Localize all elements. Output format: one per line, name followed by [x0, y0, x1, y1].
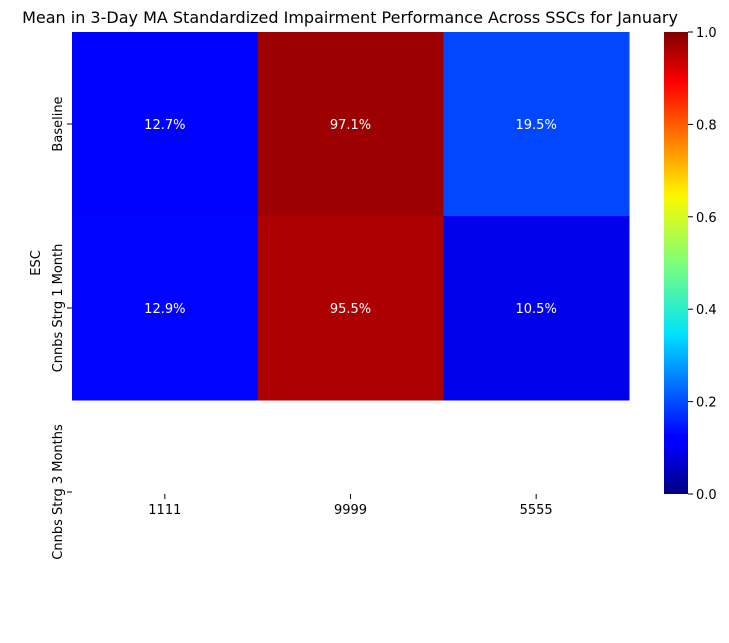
colorbar-tick-label: 0.6: [696, 211, 717, 226]
cell-value-label: 10.5%: [516, 302, 557, 317]
cell-value-label: 97.1%: [330, 118, 371, 133]
y-tick-label: Baseline: [51, 96, 66, 151]
colorbar-gradient: [664, 32, 688, 494]
cell-value-label: 95.5%: [330, 302, 371, 317]
colorbar-tick-label: 0.0: [696, 488, 717, 503]
heatmap-cell: [257, 32, 444, 217]
cell-value-label: 12.9%: [144, 302, 185, 317]
y-axis: Baseline Cnnbs Strg 1 Month Cnnbs Strg 3 M…: [51, 96, 72, 560]
y-tick-label: Cnnbs Strg 3 Months: [51, 424, 66, 560]
colorbar-tick-label: 0.8: [696, 118, 717, 133]
colorbar-tick-label: 0.2: [696, 396, 717, 411]
x-axis: 1111 9999 5555: [148, 494, 553, 518]
heatmap-cells: [72, 32, 630, 401]
x-tick-label: 5555: [520, 503, 553, 518]
y-axis-label: ESC: [29, 250, 44, 276]
colorbar-tick-label: 0.4: [696, 303, 717, 318]
x-tick-label: 1111: [148, 503, 181, 518]
colorbar-ticks: 0.0 0.2 0.4 0.6 0.8 1.0: [688, 26, 717, 503]
heatmap-cell-labels: 12.7% 97.1% 19.5% 12.9% 95.5% 10.5%: [144, 118, 557, 317]
chart-title: Mean in 3-Day MA Standardized Impairment…: [22, 8, 678, 27]
heatmap-cell: [257, 216, 444, 401]
cell-value-label: 12.7%: [144, 118, 185, 133]
heatmap-cell: [443, 216, 630, 401]
heatmap-cell: [72, 32, 259, 217]
cell-value-label: 19.5%: [516, 118, 557, 133]
x-tick-label: 9999: [334, 503, 367, 518]
colorbar: 0.0 0.2 0.4 0.6 0.8 1.0: [664, 26, 717, 503]
heatmap-cell: [443, 32, 630, 217]
y-tick-label: Cnnbs Strg 1 Month: [51, 244, 66, 373]
colorbar-tick-label: 1.0: [696, 26, 717, 41]
heatmap-cell: [72, 216, 259, 401]
